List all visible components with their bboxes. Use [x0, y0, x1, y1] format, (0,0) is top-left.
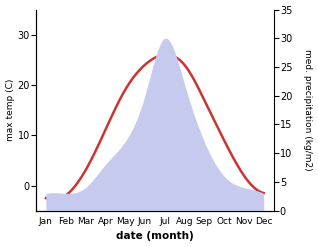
Y-axis label: med. precipitation (kg/m2): med. precipitation (kg/m2) — [303, 49, 313, 171]
X-axis label: date (month): date (month) — [116, 231, 194, 242]
Y-axis label: max temp (C): max temp (C) — [5, 79, 15, 141]
